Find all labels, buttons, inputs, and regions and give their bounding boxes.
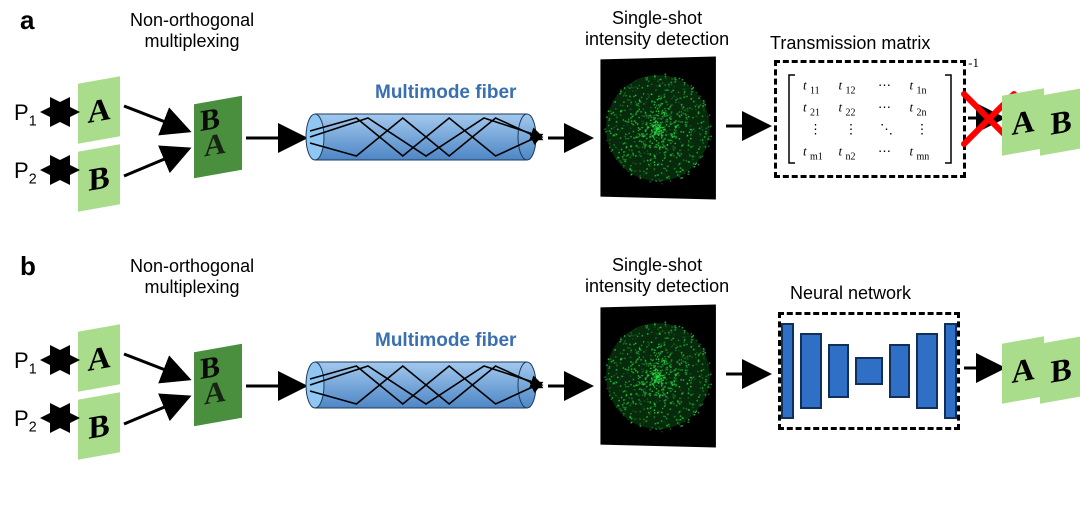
combined-tile: BA [194,96,242,178]
image-tile: A [1002,336,1044,403]
image-tile: A [1002,88,1044,155]
label-mmfA: Multimode fiber [375,82,516,104]
combined-tile: BA [194,344,242,426]
image-tile: B [1040,88,1080,155]
label-P1a: P1 [14,100,37,130]
nn-layer-bar [828,344,849,398]
nn-layer-bar [916,333,937,409]
svg-text:t: t [910,143,914,158]
speckle-image [600,305,715,448]
nn-layer-bar [800,333,821,409]
svg-text:t: t [803,99,807,114]
label-nonOrthA: Non-orthogonal multiplexing [130,10,254,51]
svg-text:t: t [910,99,914,114]
svg-text:t: t [839,143,843,158]
svg-text:n2: n2 [846,151,856,162]
svg-text:⋯: ⋯ [878,77,891,92]
svg-text:12: 12 [846,85,856,96]
svg-text:t: t [839,99,843,114]
image-tile: B [1040,336,1080,403]
svg-text:⋯: ⋯ [878,99,891,114]
image-tile: A [78,76,120,143]
nn-layer-bar [855,357,883,385]
svg-text:⋮: ⋮ [916,121,929,136]
label-b: b [20,252,36,282]
image-tile: B [78,392,120,459]
svg-text:2n: 2n [917,107,927,118]
label-tmA: Transmission matrix [770,33,930,54]
svg-text:11: 11 [810,85,820,96]
svg-text:t: t [803,77,807,92]
svg-text:m1: m1 [810,151,823,162]
label-nnB: Neural network [790,283,911,304]
image-tile: B [78,144,120,211]
transmission-matrix-box: -1t11t12⋯t1nt21t22⋯t2n⋮⋮⋱⋮tm1tn2⋯tmn [774,60,966,178]
nn-layer-bar [889,344,910,398]
matrix-exponent: -1 [968,55,979,71]
svg-text:⋯: ⋯ [878,143,891,158]
speckle-image [600,57,715,200]
multimode-fiber [306,360,556,416]
multimode-fiber [306,112,556,168]
label-P2b: P2 [14,406,37,436]
svg-text:t: t [803,143,807,158]
label-a: a [20,6,34,36]
image-tile: A [78,324,120,391]
svg-text:⋮: ⋮ [809,121,822,136]
svg-text:1n: 1n [917,85,927,96]
svg-text:t: t [910,77,914,92]
label-P1b: P1 [14,348,37,378]
nn-layer-bar [781,323,794,419]
label-nonOrthB: Non-orthogonal multiplexing [130,256,254,297]
svg-text:21: 21 [810,107,820,118]
svg-text:t: t [839,77,843,92]
svg-text:22: 22 [846,107,856,118]
label-singleShotB: Single-shot intensity detection [585,255,729,296]
nn-layer-bar [944,323,957,419]
svg-text:mn: mn [917,151,930,162]
label-mmfB: Multimode fiber [375,330,516,352]
label-singleShotA: Single-shot intensity detection [585,8,729,49]
neural-network-box [778,312,960,430]
svg-text:⋱: ⋱ [880,121,893,136]
svg-text:⋮: ⋮ [845,121,858,136]
label-P2a: P2 [14,158,37,188]
